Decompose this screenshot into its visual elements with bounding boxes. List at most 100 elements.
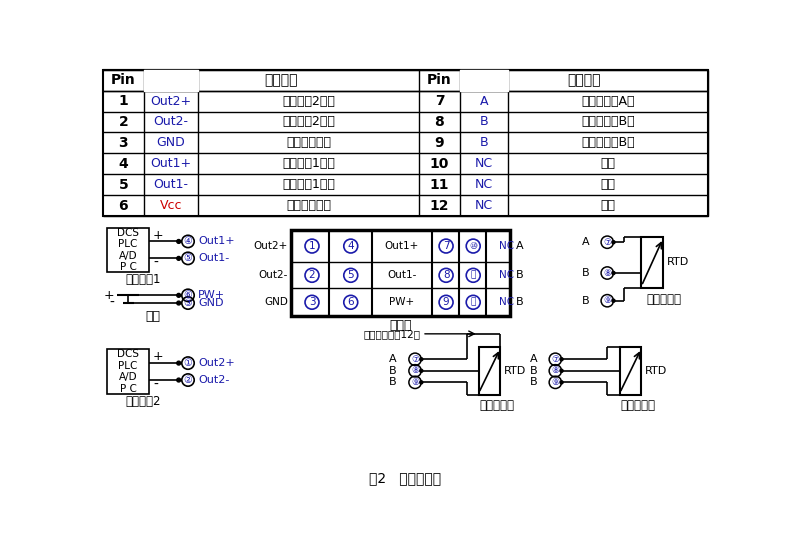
Text: B: B bbox=[582, 296, 589, 306]
Circle shape bbox=[612, 240, 615, 244]
Text: ⑨: ⑨ bbox=[411, 378, 419, 387]
Text: ①: ① bbox=[184, 358, 192, 368]
Text: Out2-: Out2- bbox=[259, 270, 288, 281]
Text: Out2+: Out2+ bbox=[254, 241, 288, 251]
Text: A: A bbox=[582, 237, 589, 247]
Text: -: - bbox=[109, 296, 115, 310]
Text: PW+: PW+ bbox=[198, 290, 225, 300]
Text: 6: 6 bbox=[119, 199, 128, 212]
Text: Out2-: Out2- bbox=[198, 375, 229, 385]
Text: 11: 11 bbox=[430, 178, 449, 192]
Text: B: B bbox=[582, 268, 589, 278]
Text: Pin: Pin bbox=[427, 73, 452, 87]
Text: ⑪: ⑪ bbox=[471, 271, 476, 280]
Text: +: + bbox=[153, 229, 164, 242]
Circle shape bbox=[560, 358, 563, 361]
Text: 信号输出1: 信号输出1 bbox=[126, 273, 161, 287]
Circle shape bbox=[176, 239, 180, 243]
Text: 5: 5 bbox=[119, 178, 128, 192]
Text: 输出信号2正端: 输出信号2正端 bbox=[282, 94, 335, 108]
Text: GND: GND bbox=[198, 298, 224, 308]
Text: A: A bbox=[480, 94, 488, 108]
Circle shape bbox=[420, 358, 423, 361]
Text: ④: ④ bbox=[184, 237, 192, 247]
Text: Out2+: Out2+ bbox=[198, 358, 235, 368]
Text: 2: 2 bbox=[308, 270, 316, 281]
Bar bbox=[107, 349, 149, 394]
Text: NC: NC bbox=[499, 270, 514, 281]
Text: B: B bbox=[516, 270, 524, 281]
Circle shape bbox=[612, 299, 615, 302]
Text: ②: ② bbox=[184, 375, 192, 385]
Text: GND: GND bbox=[157, 136, 185, 149]
Text: 5: 5 bbox=[347, 270, 354, 281]
Text: NC: NC bbox=[499, 241, 514, 251]
Text: A: A bbox=[516, 241, 524, 251]
Text: 4: 4 bbox=[347, 241, 354, 251]
Text: -: - bbox=[153, 378, 158, 391]
Text: B: B bbox=[479, 136, 488, 149]
Text: 6: 6 bbox=[347, 297, 354, 307]
Text: ⑫: ⑫ bbox=[471, 298, 476, 307]
Text: 热电阵输入A端: 热电阵输入A端 bbox=[581, 94, 635, 108]
Circle shape bbox=[176, 256, 180, 260]
Text: A: A bbox=[389, 354, 396, 364]
Text: PW+: PW+ bbox=[389, 297, 414, 307]
Text: 热电阵输入B端: 热电阵输入B端 bbox=[581, 136, 635, 149]
Text: GND: GND bbox=[264, 297, 288, 307]
Text: ⑥: ⑥ bbox=[184, 290, 192, 300]
Text: B: B bbox=[530, 377, 538, 388]
Bar bbox=[291, 230, 509, 316]
Text: 10: 10 bbox=[430, 157, 449, 171]
Text: 8: 8 bbox=[434, 115, 445, 129]
Circle shape bbox=[176, 361, 180, 365]
Circle shape bbox=[612, 271, 615, 274]
Text: B: B bbox=[389, 366, 396, 376]
Bar bbox=[642, 237, 663, 288]
Text: 输出信号1正端: 输出信号1正端 bbox=[282, 157, 335, 170]
Bar bbox=[103, 70, 708, 216]
Text: 热电阵输入B端: 热电阵输入B端 bbox=[581, 115, 635, 128]
Text: NC: NC bbox=[475, 199, 493, 212]
Circle shape bbox=[560, 369, 563, 372]
Text: Out2-: Out2- bbox=[153, 115, 188, 128]
Text: 输出信号1负端: 输出信号1负端 bbox=[282, 178, 335, 191]
Circle shape bbox=[420, 381, 423, 384]
Text: Out1+: Out1+ bbox=[150, 157, 191, 170]
Text: 四线热电阵: 四线热电阵 bbox=[479, 399, 515, 412]
Text: Out1+: Out1+ bbox=[198, 237, 235, 247]
Text: ⑦: ⑦ bbox=[411, 355, 419, 364]
Text: 1: 1 bbox=[308, 241, 316, 251]
Text: B: B bbox=[389, 377, 396, 388]
Text: ⑤: ⑤ bbox=[184, 254, 192, 264]
Text: 三线热电阵: 三线热电阵 bbox=[646, 294, 681, 306]
Text: ⑧: ⑧ bbox=[604, 268, 611, 277]
Text: RTD: RTD bbox=[645, 366, 668, 376]
Text: NC: NC bbox=[475, 178, 493, 191]
Text: Pin: Pin bbox=[111, 73, 136, 87]
Text: Out1-: Out1- bbox=[388, 270, 417, 281]
Text: 7: 7 bbox=[435, 94, 445, 108]
Text: 9: 9 bbox=[435, 136, 445, 150]
Text: NC: NC bbox=[475, 157, 493, 170]
Text: 3: 3 bbox=[119, 136, 128, 150]
Bar bbox=[619, 347, 642, 395]
Text: 3: 3 bbox=[308, 297, 316, 307]
Text: ⑧: ⑧ bbox=[411, 366, 419, 376]
Text: +: + bbox=[153, 350, 164, 363]
Text: 7: 7 bbox=[443, 241, 449, 251]
Text: 4: 4 bbox=[119, 157, 128, 171]
Text: Out1+: Out1+ bbox=[384, 241, 419, 251]
Text: 输出信号2负端: 输出信号2负端 bbox=[282, 115, 335, 128]
Circle shape bbox=[176, 293, 180, 297]
Text: Out2+: Out2+ bbox=[150, 94, 191, 108]
Text: A: A bbox=[530, 354, 538, 364]
Text: 8: 8 bbox=[443, 270, 449, 281]
Text: Vcc: Vcc bbox=[160, 199, 182, 212]
Text: +: + bbox=[104, 289, 115, 302]
Text: 辅助电源负端: 辅助电源负端 bbox=[286, 136, 331, 149]
Text: ⑦: ⑦ bbox=[551, 355, 559, 364]
Text: 空脚: 空脚 bbox=[600, 157, 615, 170]
Circle shape bbox=[560, 381, 563, 384]
Text: ③: ③ bbox=[184, 298, 192, 308]
